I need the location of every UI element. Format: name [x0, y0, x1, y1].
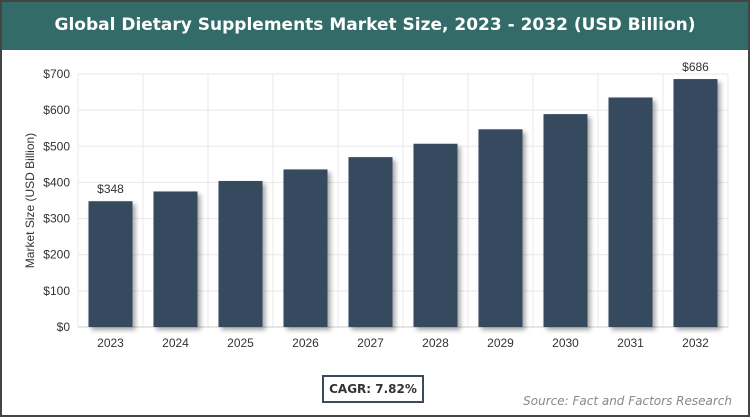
y-tick-label: $600: [43, 103, 70, 117]
x-tick-label: 2023: [97, 336, 124, 350]
x-tick-label: 2029: [487, 336, 514, 350]
x-tick-label: 2025: [227, 336, 254, 350]
x-tick-label: 2026: [292, 336, 319, 350]
y-tick-label: $100: [43, 284, 70, 298]
data-label: $686: [682, 60, 709, 74]
bar-2024: [153, 191, 198, 327]
x-tick-label: 2028: [422, 336, 449, 350]
y-tick-label: $700: [43, 67, 70, 81]
x-tick-label: 2024: [162, 336, 189, 350]
bar-2029: [478, 129, 523, 327]
x-tick-label: 2030: [552, 336, 579, 350]
bar-2032: [673, 79, 718, 327]
y-tick-label: $500: [43, 139, 70, 153]
y-tick-label: $0: [57, 320, 71, 334]
x-tick-label: 2027: [357, 336, 384, 350]
source-note: Source: Fact and Factors Research: [523, 394, 732, 408]
x-tick-label: 2031: [617, 336, 644, 350]
bar-2030: [543, 114, 588, 328]
bar-2028: [413, 143, 458, 327]
bar-2027: [348, 157, 393, 327]
y-tick-label: $300: [43, 212, 70, 226]
y-tick-label: $200: [43, 248, 70, 262]
bar-2023: [88, 201, 133, 327]
x-tick-label: 2032: [682, 336, 709, 350]
bar-2026: [283, 169, 328, 327]
chart-title: Global Dietary Supplements Market Size, …: [2, 2, 748, 50]
y-tick-label: $400: [43, 175, 70, 189]
y-axis-title: Market Size (USD Billion): [23, 133, 37, 268]
data-label: $348: [97, 182, 124, 196]
bar-2031: [608, 97, 653, 327]
cagr-badge: CAGR: 7.82%: [322, 375, 424, 403]
bar-2025: [218, 180, 263, 327]
